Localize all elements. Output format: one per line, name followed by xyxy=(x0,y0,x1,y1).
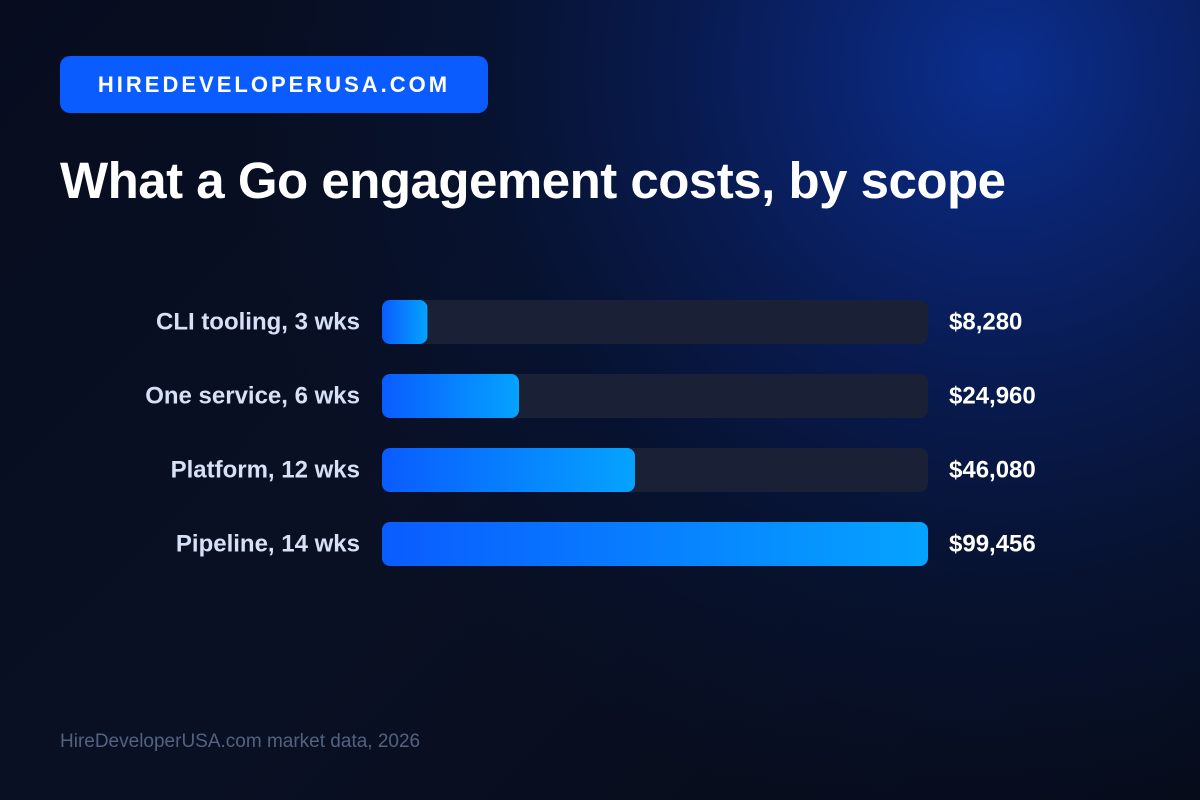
bar-track xyxy=(382,448,928,492)
value-label: $24,960 xyxy=(949,383,1036,410)
value-label: $8,280 xyxy=(949,309,1022,336)
value-label: $99,456 xyxy=(949,531,1036,558)
value-label: $46,080 xyxy=(949,457,1036,484)
source-note: HireDeveloperUSA.com market data, 2026 xyxy=(60,731,421,752)
bar-row: Pipeline, 14 wks $99,456 xyxy=(176,522,1036,566)
brand-badge: HIREDEVELOPERUSA.COM xyxy=(60,56,488,113)
category-label: One service, 6 wks xyxy=(145,383,360,410)
category-label: Platform, 12 wks xyxy=(171,457,360,484)
bar xyxy=(382,300,428,344)
bar-row: Platform, 12 wks $46,080 xyxy=(171,448,1036,492)
bar-track xyxy=(382,522,928,566)
bar-track xyxy=(382,300,928,344)
bar-track xyxy=(382,374,928,418)
bar-row: CLI tooling, 3 wks $8,280 xyxy=(156,300,1022,344)
bar-row: One service, 6 wks $24,960 xyxy=(145,374,1036,418)
bar xyxy=(382,448,635,492)
brand-label: HIREDEVELOPERUSA.COM xyxy=(97,71,451,97)
page-title: What a Go engagement costs, by scope xyxy=(60,152,1006,209)
bar xyxy=(382,374,520,418)
category-label: Pipeline, 14 wks xyxy=(176,531,360,558)
category-label: CLI tooling, 3 wks xyxy=(156,309,360,336)
bar xyxy=(382,522,928,566)
chart-rows: CLI tooling, 3 wks $8,280 One service, 6 w… xyxy=(145,300,1036,566)
